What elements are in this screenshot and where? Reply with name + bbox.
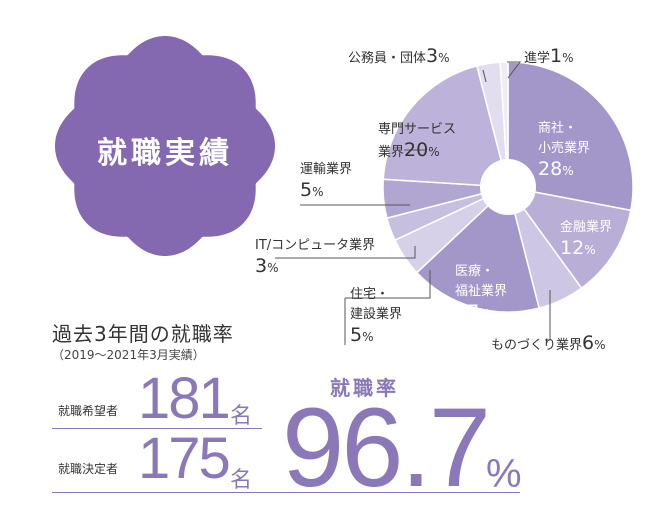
label-line: 運輸業界	[300, 162, 353, 177]
employed-rule	[52, 492, 520, 493]
applicants-unit: 名	[230, 404, 253, 429]
label-line: 建設業界	[350, 307, 403, 322]
applicants-label: 就職希望者	[58, 404, 119, 418]
employed-value: 175	[138, 426, 231, 491]
label-value: 6%	[582, 332, 606, 354]
pie-hole	[480, 159, 536, 215]
leader-line	[545, 290, 551, 341]
label-shosha: 商社・ 小売業界 28%	[538, 119, 590, 181]
label-line: 公務員・団体	[348, 51, 427, 66]
label-line: 専門サービス	[378, 122, 457, 137]
pie-slice	[382, 64, 509, 188]
employed-unit: 名	[230, 468, 253, 493]
leader-line	[275, 246, 416, 259]
label-value: 12%	[560, 237, 596, 259]
label-value: 3%	[426, 45, 450, 67]
label-value: 5%	[350, 324, 374, 346]
employed-label: 就職決定者	[58, 462, 119, 476]
label-line: 小売業界	[538, 141, 591, 156]
label-value: 5%	[300, 179, 324, 201]
applicants-value: 181	[138, 366, 231, 431]
stats-title: 過去3年間の就職率	[52, 322, 234, 346]
stats-subtitle: （2019〜2021年3月実績）	[52, 348, 205, 362]
label-line: 業界	[378, 145, 405, 160]
rate-unit: %	[486, 452, 522, 496]
pie-slice	[415, 185, 541, 313]
label-value: 17%	[455, 301, 491, 323]
label-value: 1%	[550, 45, 574, 67]
label-it: IT/コンピュータ業界 3%	[255, 236, 375, 278]
label-line: ものづくり業界	[491, 338, 583, 353]
pie-slice	[507, 61, 634, 212]
label-komuin: 公務員・団体3%	[348, 46, 450, 69]
label-unyu: 運輸業界 5%	[300, 160, 352, 202]
label-kinyu: 金融業界 12%	[560, 218, 612, 260]
label-value: 28%	[538, 158, 574, 180]
label-iryo: 医療・ 福祉業界 17%	[455, 262, 507, 324]
badge-flower	[55, 36, 275, 256]
leader-line	[345, 270, 431, 299]
label-line: IT/コンピュータ業界	[255, 238, 376, 253]
applicants-rule	[52, 428, 262, 429]
label-line: 金融業界	[560, 220, 613, 235]
label-shingaku: 進学1%	[524, 46, 574, 69]
leader-line	[507, 61, 521, 79]
label-value: 20%	[404, 139, 440, 161]
label-value: 3%	[255, 255, 279, 277]
rate-value: 96.7	[282, 385, 491, 510]
label-line: 進学	[524, 51, 551, 66]
leader-line	[482, 69, 487, 83]
badge-title: 就職実績	[97, 136, 233, 171]
label-line: 商社・	[538, 121, 578, 136]
label-monozukuri: ものづくり業界6%	[491, 333, 606, 356]
pie-slice	[506, 185, 632, 290]
rate-title: 就職率	[330, 376, 399, 400]
label-senmon: 専門サービス 業界20%	[378, 120, 456, 163]
label-line: 福祉業界	[455, 284, 508, 299]
label-line: 住宅・	[350, 287, 390, 302]
label-line: 医療・	[455, 264, 495, 279]
label-jutaku: 住宅・ 建設業界 5%	[350, 285, 402, 347]
